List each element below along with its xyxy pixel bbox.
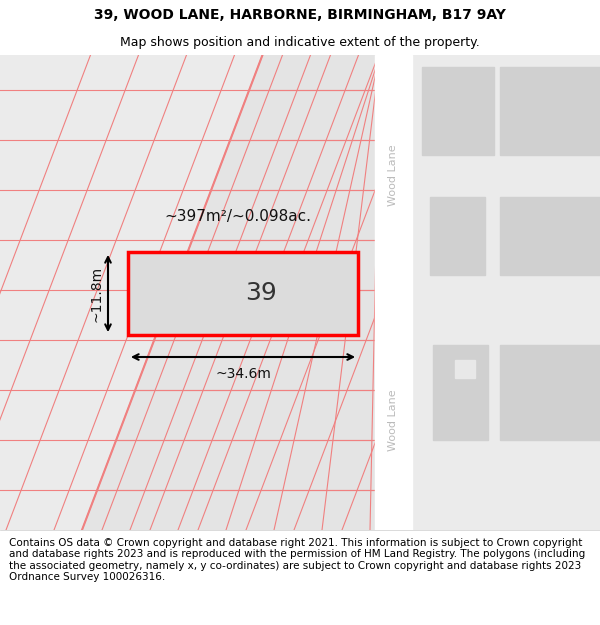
Bar (500, 67, 600, 155)
Polygon shape (82, 55, 375, 530)
Bar (0, 55, 375, 530)
Bar (412, 55, 600, 530)
Bar (422, 67, 494, 155)
Bar (128, 252, 358, 335)
Text: ~397m²/~0.098ac.: ~397m²/~0.098ac. (164, 209, 311, 224)
Text: ~11.8m: ~11.8m (90, 266, 104, 321)
Bar (455, 360, 475, 378)
Text: Wood Lane: Wood Lane (389, 144, 398, 206)
Bar (500, 197, 600, 275)
Text: 39: 39 (245, 281, 277, 306)
Bar (500, 345, 600, 440)
Bar (430, 197, 485, 275)
Bar (375, 55, 412, 530)
Text: Wood Lane: Wood Lane (389, 389, 398, 451)
Text: Contains OS data © Crown copyright and database right 2021. This information is : Contains OS data © Crown copyright and d… (9, 538, 585, 582)
Bar (433, 345, 488, 440)
Text: Map shows position and indicative extent of the property.: Map shows position and indicative extent… (120, 36, 480, 49)
Text: ~34.6m: ~34.6m (215, 367, 271, 381)
Text: 39, WOOD LANE, HARBORNE, BIRMINGHAM, B17 9AY: 39, WOOD LANE, HARBORNE, BIRMINGHAM, B17… (94, 8, 506, 22)
